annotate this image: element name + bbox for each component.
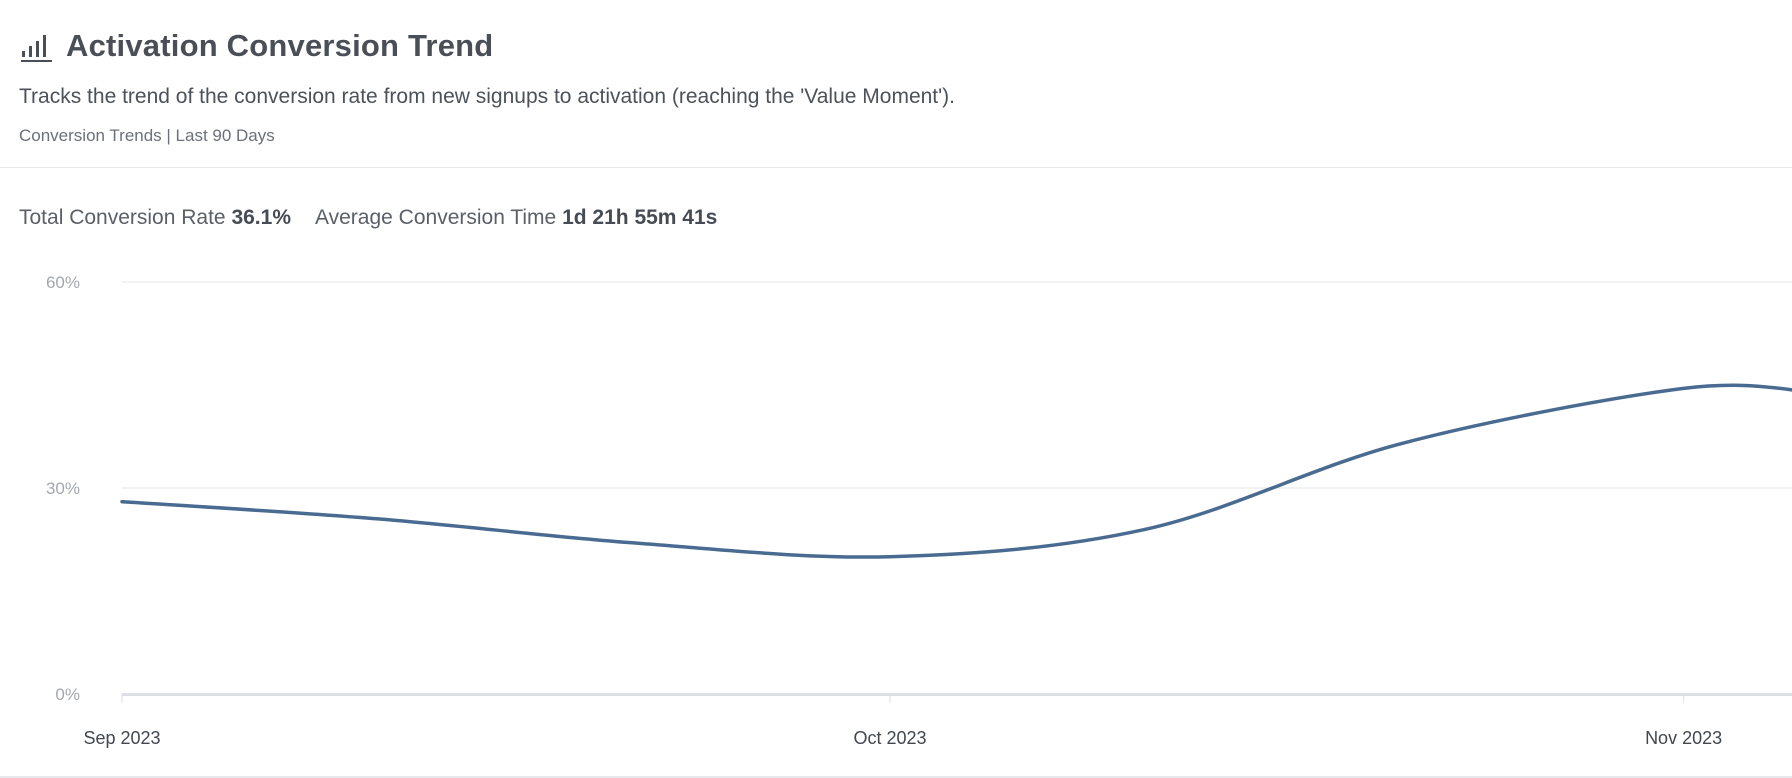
conversion-rate-label: Total Conversion Rate: [19, 206, 226, 229]
card-header: Activation Conversion Trend Tracks the t…: [0, 0, 1792, 168]
page-title: Activation Conversion Trend: [66, 28, 494, 63]
series-line-0: [120, 383, 1792, 559]
y-tick-label: 30%: [46, 479, 80, 498]
x-tick-label: Oct 2023: [853, 728, 926, 748]
y-tick-label: 60%: [46, 273, 80, 292]
conversion-rate-value: 36.1%: [231, 206, 291, 229]
conversion-trend-chart: 0% 30% 60% Sep 2023 Oct 2023 Nov 2023: [46, 273, 1792, 748]
chart-description: Tracks the trend of the conversion rate …: [19, 85, 955, 108]
conversion-rate-stat: Total Conversion Rate 36.1%: [19, 206, 291, 230]
x-tick-label: Sep 2023: [83, 728, 160, 748]
x-tick-label: Nov 2023: [1645, 728, 1722, 748]
conversion-time-stat: Average Conversion Time 1d 21h 55m 41s: [315, 206, 717, 230]
y-tick-label: 0%: [55, 685, 80, 704]
title-row: Activation Conversion Trend: [20, 26, 493, 66]
summary-stats: Total Conversion Rate 36.1% Average Conv…: [19, 206, 741, 230]
conversion-time-value: 1d 21h 55m 41s: [562, 206, 718, 229]
conversion-time-label: Average Conversion Time: [315, 206, 557, 229]
chart-meta: Conversion Trends | Last 90 Days: [19, 126, 275, 145]
bar-chart-icon: [21, 35, 52, 62]
